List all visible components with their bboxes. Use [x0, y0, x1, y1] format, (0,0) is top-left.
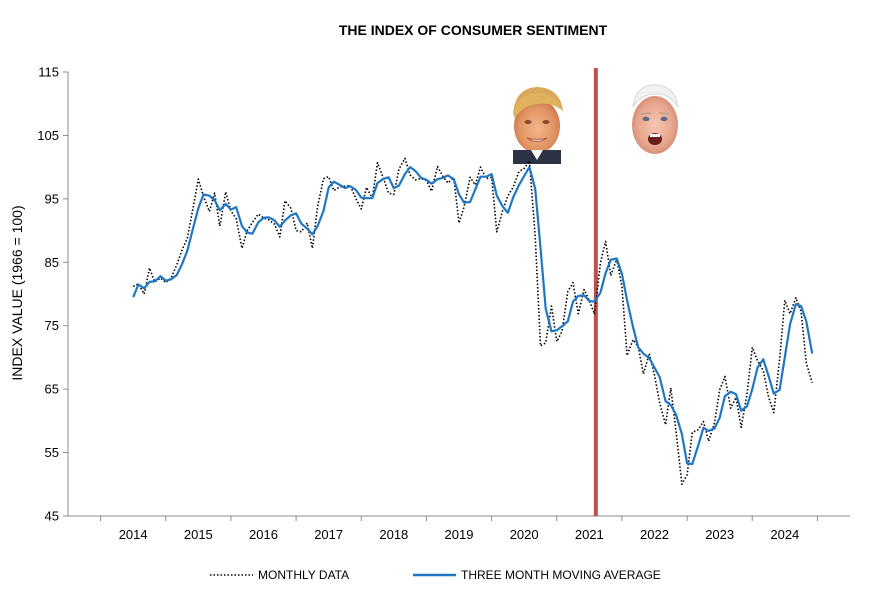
x-tick-label: 2018 [379, 527, 408, 542]
x-tick-label: 2016 [249, 527, 278, 542]
legend: MONTHLY DATA THREE MONTH MOVING AVERAGE [210, 568, 661, 582]
x-tick-label: 2017 [314, 527, 343, 542]
chart-axes [67, 72, 850, 517]
legend-label-moving-average: THREE MONTH MOVING AVERAGE [461, 568, 661, 582]
x-tick-label: 2014 [119, 527, 148, 542]
legend-label-monthly: MONTHLY DATA [258, 568, 349, 582]
x-tick-label: 2021 [575, 527, 604, 542]
biden-portrait [623, 81, 687, 165]
y-tick-label: 115 [38, 65, 59, 80]
y-axis-label: INDEX VALUE (1966 = 100) [9, 205, 25, 380]
y-tick-label: 75 [45, 318, 59, 333]
x-tick-label: 2015 [184, 527, 213, 542]
x-tick-label: 2020 [510, 527, 539, 542]
y-tick-label: 105 [37, 128, 59, 143]
y-axis-ticks: 45 55 65 75 85 95 105 115 [37, 65, 68, 524]
x-axis-ticks: 2014 2015 2016 2017 2018 2019 2020 2021 2022 2023… [100, 516, 818, 542]
chart-title: THE INDEX OF CONSUMER SENTIMENT [339, 22, 608, 38]
y-tick-label: 95 [45, 191, 59, 206]
x-tick-label: 2024 [770, 527, 799, 542]
y-tick-label: 45 [45, 509, 59, 524]
x-tick-label: 2019 [445, 527, 474, 542]
moving-average-series [132, 166, 814, 466]
x-tick-label: 2022 [640, 527, 669, 542]
y-tick-label: 65 [45, 382, 59, 397]
monthly-data-series [132, 157, 813, 486]
trump-portrait [505, 84, 567, 164]
x-tick-label: 2023 [705, 527, 734, 542]
y-tick-label: 85 [45, 255, 59, 270]
series-layer [132, 157, 814, 486]
y-tick-label: 55 [45, 445, 59, 460]
